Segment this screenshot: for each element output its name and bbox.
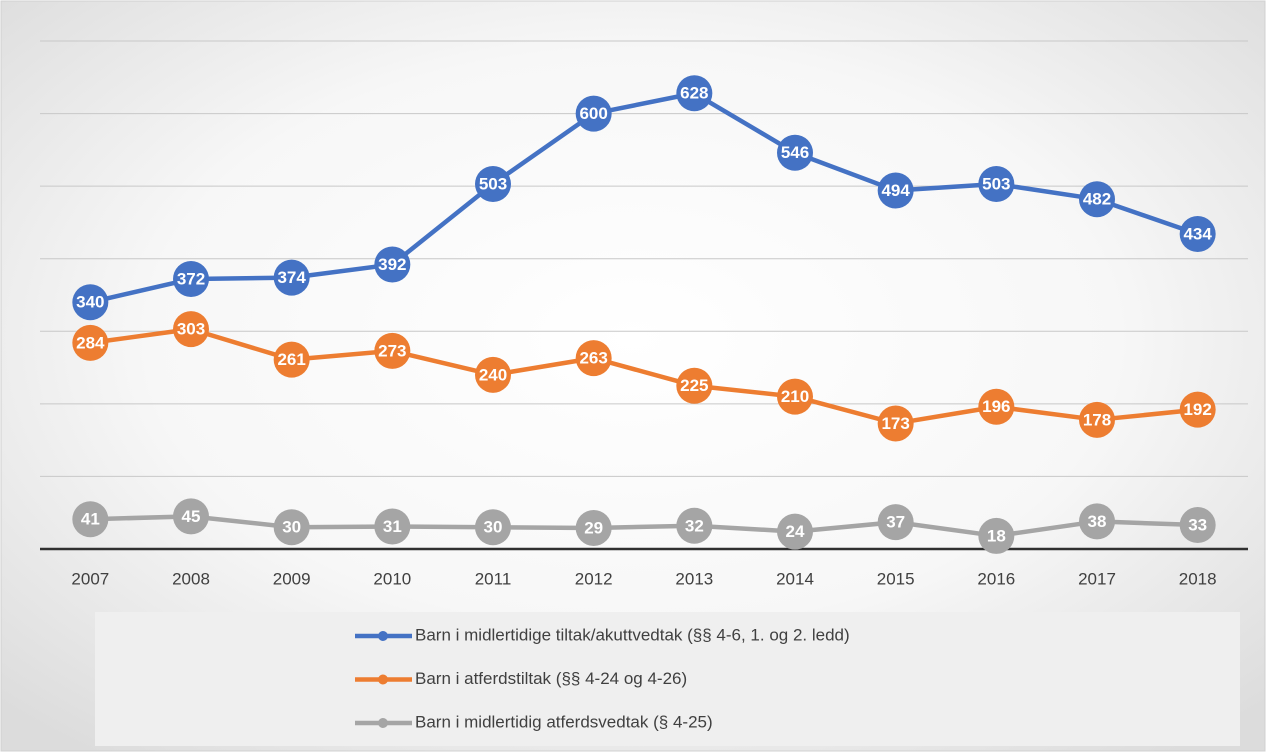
point-marker xyxy=(676,507,713,544)
data-label: 18 xyxy=(987,526,1006,545)
legend-marker xyxy=(378,674,388,685)
data-label: 482 xyxy=(1083,190,1111,209)
point-marker xyxy=(173,311,209,348)
data-label: 372 xyxy=(177,270,205,289)
x-tick-label: 2015 xyxy=(877,569,915,588)
point-marker xyxy=(575,95,612,132)
point-marker xyxy=(575,509,612,546)
data-label: 29 xyxy=(584,518,603,537)
data-label: 30 xyxy=(484,518,503,537)
data-label: 434 xyxy=(1183,225,1212,244)
data-label: 32 xyxy=(685,516,704,535)
legend-label: Barn i atferdstiltak (§§ 4-24 og 4-26) xyxy=(415,669,687,688)
x-tick-label: 2008 xyxy=(172,569,210,588)
data-label: 340 xyxy=(76,293,104,312)
x-tick-label: 2007 xyxy=(71,569,109,588)
data-label: 41 xyxy=(81,510,100,529)
point-marker xyxy=(978,165,1015,202)
point-marker xyxy=(777,378,813,415)
legend-marker xyxy=(378,631,388,641)
x-tick-label: 2016 xyxy=(977,569,1015,588)
legend-marker xyxy=(378,718,388,728)
data-label: 263 xyxy=(579,349,607,368)
point-marker xyxy=(475,356,511,393)
point-marker xyxy=(273,509,310,546)
data-label: 273 xyxy=(378,341,406,360)
point-marker xyxy=(877,405,914,442)
data-label: 284 xyxy=(76,333,105,352)
data-label: 30 xyxy=(282,518,301,537)
x-tick-label: 2017 xyxy=(1078,569,1116,588)
point-marker xyxy=(475,165,511,202)
legend-label: Barn i midlertidige tiltak/akuttvedtak (… xyxy=(415,625,850,644)
data-label: 261 xyxy=(277,350,305,369)
point-marker xyxy=(1179,216,1216,253)
data-label: 374 xyxy=(277,268,306,287)
point-marker xyxy=(676,75,713,112)
point-marker xyxy=(676,367,713,404)
point-marker xyxy=(777,513,813,550)
x-tick-label: 2014 xyxy=(776,569,814,588)
point-marker xyxy=(273,341,310,378)
data-label: 173 xyxy=(881,414,909,433)
data-label: 210 xyxy=(781,387,809,406)
point-marker xyxy=(173,498,209,535)
point-marker xyxy=(72,284,109,321)
data-label: 45 xyxy=(182,507,201,526)
x-tick-label: 2011 xyxy=(475,569,512,588)
point-marker xyxy=(1179,391,1216,428)
point-marker xyxy=(575,340,612,377)
point-marker xyxy=(173,261,209,298)
legend-label: Barn i midlertidig atferdsvedtak (§ 4-25… xyxy=(415,712,713,731)
data-label: 37 xyxy=(886,513,905,532)
point-marker xyxy=(1079,181,1115,218)
data-label: 192 xyxy=(1183,400,1211,419)
x-tick-label: 2013 xyxy=(675,569,713,588)
point-marker xyxy=(1179,507,1216,544)
data-label: 33 xyxy=(1188,516,1207,535)
x-tick-label: 2010 xyxy=(373,569,411,588)
point-marker xyxy=(978,517,1015,554)
data-label: 178 xyxy=(1083,410,1111,429)
data-label: 628 xyxy=(680,84,708,103)
point-marker xyxy=(374,508,411,545)
data-label: 503 xyxy=(982,174,1010,193)
point-marker xyxy=(72,324,109,361)
point-marker xyxy=(777,134,813,171)
point-marker xyxy=(1079,401,1115,438)
data-label: 392 xyxy=(378,255,406,274)
point-marker xyxy=(877,504,914,541)
data-label: 303 xyxy=(177,320,205,339)
data-label: 196 xyxy=(982,397,1010,416)
x-tick-label: 2018 xyxy=(1179,569,1217,588)
x-tick-label: 2009 xyxy=(273,569,311,588)
data-label: 225 xyxy=(680,376,708,395)
data-label: 503 xyxy=(479,174,507,193)
data-label: 600 xyxy=(579,104,607,123)
point-marker xyxy=(877,172,914,209)
point-marker xyxy=(374,246,411,283)
data-label: 240 xyxy=(479,365,507,384)
data-label: 494 xyxy=(881,181,910,200)
point-marker xyxy=(273,259,310,296)
legend-box xyxy=(95,612,1240,746)
point-marker xyxy=(72,501,109,538)
data-label: 546 xyxy=(781,143,809,162)
data-label: 31 xyxy=(383,517,402,536)
point-marker xyxy=(1079,503,1115,540)
x-tick-label: 2012 xyxy=(575,569,613,588)
data-label: 38 xyxy=(1088,512,1107,531)
point-marker xyxy=(978,388,1015,425)
data-label: 24 xyxy=(786,522,805,541)
point-marker xyxy=(374,332,411,369)
point-marker xyxy=(475,509,511,546)
